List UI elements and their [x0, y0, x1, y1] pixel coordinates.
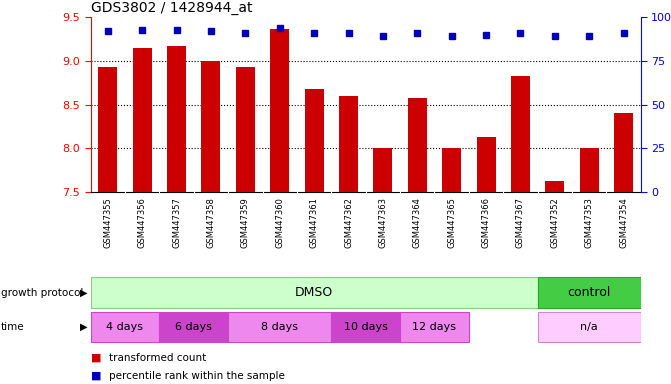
Text: percentile rank within the sample: percentile rank within the sample	[109, 371, 285, 381]
Bar	[580, 148, 599, 192]
Bar	[546, 180, 564, 192]
Text: transformed count: transformed count	[109, 353, 207, 363]
Text: GDS3802 / 1428944_at: GDS3802 / 1428944_at	[91, 1, 252, 15]
Bar	[614, 113, 633, 192]
Text: GSM447355: GSM447355	[103, 197, 112, 248]
Text: GSM447361: GSM447361	[309, 197, 319, 248]
Text: GSM447366: GSM447366	[482, 197, 491, 248]
Bar	[408, 98, 427, 192]
Bar	[91, 312, 160, 342]
Bar	[339, 96, 358, 192]
Text: GSM447363: GSM447363	[378, 197, 387, 248]
Text: GSM447354: GSM447354	[619, 197, 628, 248]
Text: GSM447353: GSM447353	[584, 197, 594, 248]
Text: 4 days: 4 days	[107, 322, 144, 332]
Bar	[511, 76, 530, 192]
Text: ■: ■	[91, 371, 101, 381]
Bar	[537, 277, 641, 308]
Text: GSM447357: GSM447357	[172, 197, 181, 248]
Text: growth protocol: growth protocol	[1, 288, 83, 298]
Text: ▶: ▶	[80, 288, 87, 298]
Text: control: control	[568, 286, 611, 299]
Text: GSM447367: GSM447367	[516, 197, 525, 248]
Text: 6 days: 6 days	[175, 322, 212, 332]
Text: ■: ■	[91, 353, 101, 363]
Text: GSM447364: GSM447364	[413, 197, 422, 248]
Bar	[160, 312, 228, 342]
Text: GSM447352: GSM447352	[550, 197, 560, 248]
Bar	[236, 67, 255, 192]
Text: GSM447360: GSM447360	[275, 197, 285, 248]
Bar	[442, 148, 461, 192]
Text: GSM447362: GSM447362	[344, 197, 353, 248]
Bar	[374, 148, 393, 192]
Text: 10 days: 10 days	[344, 322, 388, 332]
Bar	[305, 89, 323, 192]
Text: 12 days: 12 days	[413, 322, 456, 332]
Text: ▶: ▶	[80, 322, 87, 332]
Bar	[476, 137, 495, 192]
Text: GSM447359: GSM447359	[241, 197, 250, 248]
Text: GSM447356: GSM447356	[138, 197, 147, 248]
Bar	[228, 312, 331, 342]
Text: GSM447358: GSM447358	[207, 197, 215, 248]
Text: n/a: n/a	[580, 322, 598, 332]
Text: GSM447365: GSM447365	[447, 197, 456, 248]
Bar	[537, 312, 641, 342]
Bar	[400, 312, 469, 342]
Bar	[270, 29, 289, 192]
Bar	[91, 277, 537, 308]
Text: 8 days: 8 days	[261, 322, 298, 332]
Text: time: time	[1, 322, 24, 332]
Bar	[201, 61, 220, 192]
Bar	[331, 312, 400, 342]
Text: DMSO: DMSO	[295, 286, 333, 299]
Bar	[99, 67, 117, 192]
Bar	[133, 48, 152, 192]
Bar	[167, 46, 186, 192]
